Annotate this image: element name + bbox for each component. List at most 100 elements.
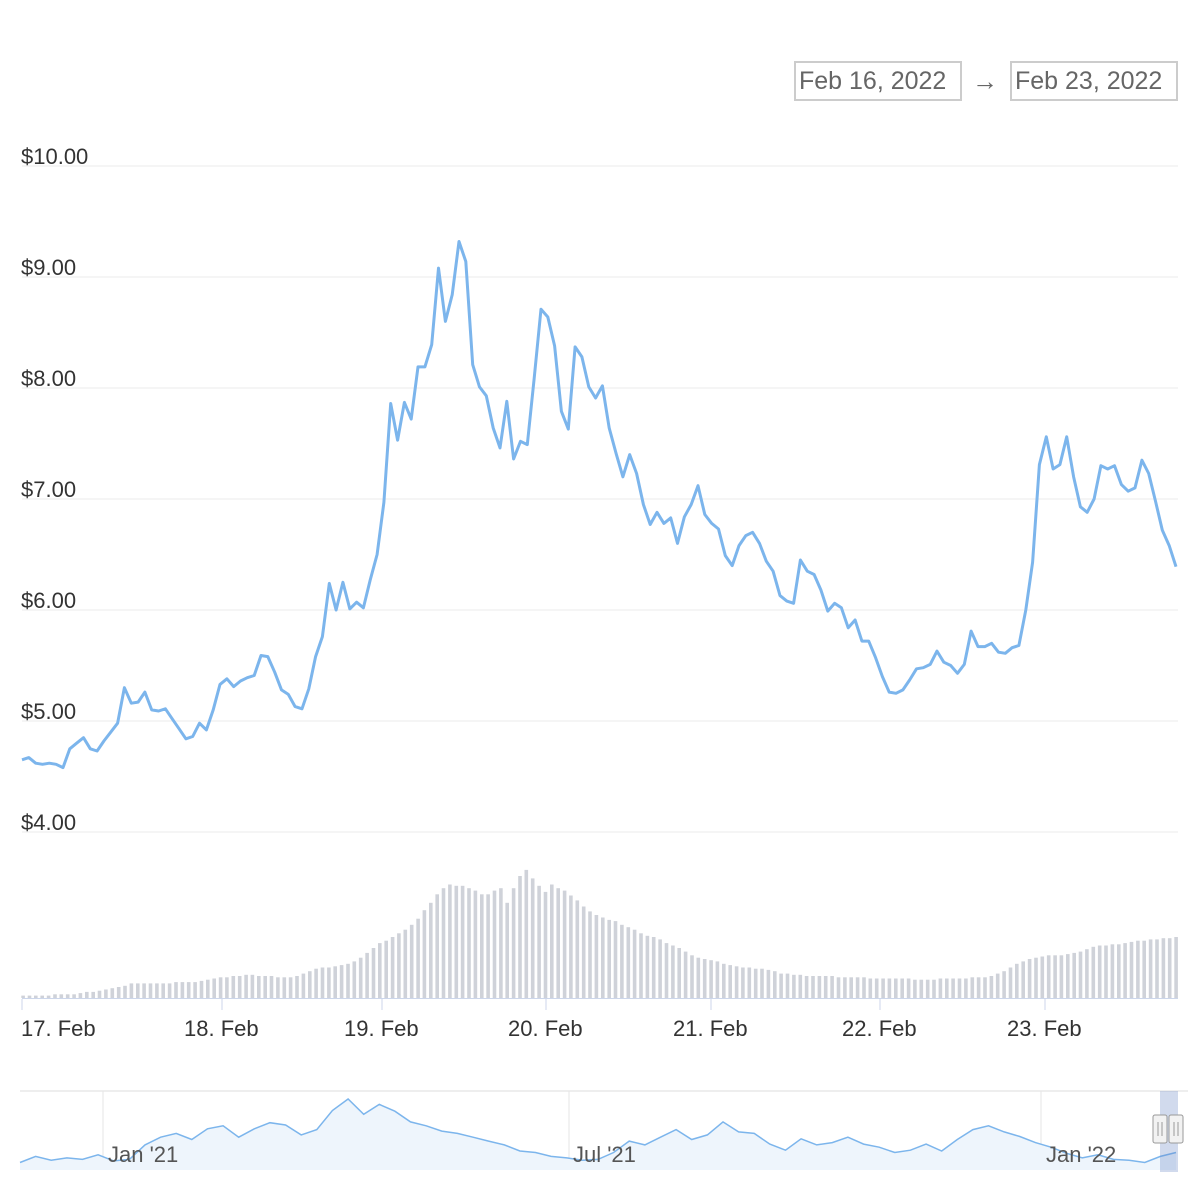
volume-bar (1104, 945, 1108, 998)
volume-bar (626, 927, 631, 998)
volume-bar (327, 967, 331, 998)
volume-bar (938, 978, 943, 998)
volume-bar (983, 977, 987, 998)
volume-bar (390, 937, 395, 998)
volume-bar (830, 976, 834, 998)
volume-bar (855, 977, 860, 998)
volume-bar (562, 890, 567, 998)
volume-bar (594, 915, 599, 998)
volume-bar (1002, 971, 1006, 998)
range-from-input[interactable]: Feb 16, 2022 (794, 61, 962, 101)
y-tick-label: $9.00 (21, 255, 76, 280)
volume-bar (492, 890, 497, 998)
volume-bar (773, 971, 777, 998)
price-line-group (21, 240, 1178, 770)
volume-bar (868, 978, 873, 998)
volume-bar (1091, 946, 1096, 998)
volume-bar (798, 974, 803, 998)
navigator-handle-right[interactable] (1168, 1114, 1184, 1144)
volume-bar (352, 961, 357, 998)
volume-bar (1008, 967, 1013, 998)
navigator-area (20, 1099, 1176, 1170)
volume-bar (378, 943, 382, 998)
volume-bar (1148, 939, 1153, 998)
x-tick-label: 18. Feb (184, 1016, 259, 1041)
volume-bar (836, 977, 841, 998)
volume-bar (1155, 939, 1159, 998)
x-tick-label: 23. Feb (1007, 1016, 1082, 1041)
volume-bar (1059, 955, 1064, 998)
volume-bar (467, 888, 471, 998)
volume-bar (951, 978, 955, 998)
volume-bar (741, 967, 745, 998)
volume-bar (314, 968, 318, 998)
y-tick-label: $5.00 (21, 699, 76, 724)
volume-bar (728, 965, 732, 998)
volume-bar (301, 973, 306, 998)
volume-bar (486, 894, 490, 998)
volume-bar (1142, 940, 1146, 998)
volume-bar (282, 977, 287, 998)
volume-bar (384, 940, 388, 998)
volume-bar (1040, 956, 1045, 998)
volume-bar (632, 929, 637, 998)
volume-bar (747, 967, 752, 998)
navigator: Jan '21 Jul '21 Jan '22 (19, 1090, 1188, 1172)
y-tick-label: $4.00 (21, 810, 76, 835)
volume-bar (817, 976, 822, 998)
volume-bar (906, 978, 911, 998)
volume-bar (371, 948, 376, 998)
navigator-label: Jan '22 (1046, 1142, 1116, 1167)
volume-bar (1053, 955, 1057, 998)
volume-bar (537, 885, 541, 998)
volume-bar (862, 977, 866, 998)
volume-bar (843, 977, 847, 998)
y-tick-label: $10.00 (21, 144, 88, 169)
volume-bar (288, 977, 293, 998)
volume-bar (925, 979, 930, 998)
x-tick-label: 22. Feb (842, 1016, 917, 1041)
volume-bar (511, 888, 516, 998)
volume-bar (460, 885, 465, 998)
volume-bar (1046, 955, 1051, 998)
volume-bar (454, 885, 459, 998)
navigator-handle-left[interactable] (1152, 1114, 1168, 1144)
volume-bar (429, 902, 433, 998)
volume-bar (46, 995, 51, 998)
volume-bar (811, 976, 815, 998)
volume-bar (556, 888, 560, 998)
volume-bar (480, 894, 484, 998)
volume-bar (945, 978, 949, 998)
volume-bar (1167, 938, 1172, 998)
x-tick-label: 21. Feb (673, 1016, 748, 1041)
volume-bar (677, 948, 681, 998)
volume-bar (588, 911, 592, 998)
volume-bar (702, 959, 707, 998)
volume-bar (212, 978, 216, 998)
x-tick-label: 17. Feb (21, 1016, 96, 1041)
range-to-input[interactable]: Feb 23, 2022 (1010, 61, 1178, 101)
volume-bar (27, 995, 32, 998)
volume-bar (900, 978, 904, 998)
volume-bar (435, 894, 439, 998)
volume-bar (1034, 957, 1038, 998)
volume-bar (53, 994, 57, 998)
volume-bar (1123, 943, 1127, 998)
volume-bar (518, 876, 522, 998)
volume-bar (199, 980, 204, 998)
volume-bar (346, 963, 350, 998)
volume-bar (690, 955, 694, 998)
volume-bar (85, 991, 89, 998)
volume-bar (874, 978, 879, 998)
volume-bar (601, 917, 605, 998)
x-tick-label: 19. Feb (344, 1016, 419, 1041)
volume-bar (136, 983, 140, 998)
x-tick-label: 20. Feb (508, 1016, 583, 1041)
volume-bar (881, 978, 885, 998)
price-line (21, 240, 1178, 770)
volume-bar (225, 977, 229, 998)
volume-bar (148, 983, 153, 998)
volume-bar (1066, 954, 1070, 998)
volume-bar (530, 878, 535, 998)
